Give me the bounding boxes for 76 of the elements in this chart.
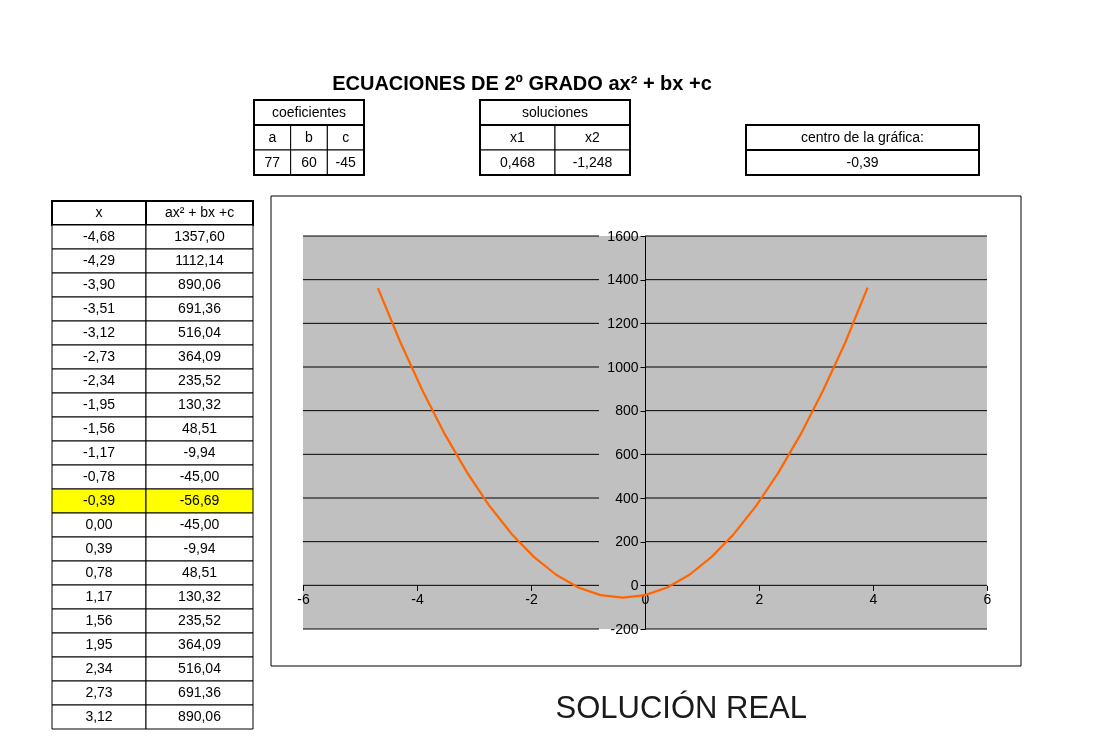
data-label: 691,36 [178,684,222,700]
data-label: -9,94 [183,540,216,556]
y-tick-label: 0,00 [85,516,113,532]
data-label: 364,09 [178,636,222,652]
data-label: 364,09 [178,348,222,364]
data-label: 516,04 [178,324,222,340]
y-tick-label: -4,68 [83,228,116,244]
data-label: 890,06 [178,276,222,292]
data-label: 60 [301,153,317,170]
y-tick-label: -200 [610,620,639,637]
data-label: 130,32 [178,396,222,412]
y-tick-label: 600 [615,445,639,462]
x-tick-label: 6 [983,590,992,607]
data-label: -45 [335,153,356,170]
data-label: 48,51 [181,420,218,436]
text: ECUACIONES DE 2º GRADO ax² + bx +c [332,72,712,94]
y-tick-label: 800 [615,402,639,419]
y-tick-label: 2,73 [85,684,113,700]
y-tick-label: 2,34 [85,660,113,676]
data-label: -56,69 [179,492,220,508]
data-label: 130,32 [178,588,222,604]
y-tick-label: -3,51 [83,300,116,316]
x-tick-label: -4 [411,590,424,607]
y-tick-label: -1,17 [83,444,116,460]
y-tick-label: 1,17 [85,588,113,604]
text: soluciones [521,103,589,120]
x-tick-label: -2 [525,590,538,607]
y-tick-label: 0,39 [85,540,113,556]
y-tick-label: 0,78 [85,564,113,580]
data-label: 691,36 [178,300,222,316]
y-tick-label: -3,90 [83,276,116,292]
data-label: 0,468 [499,153,536,170]
data-label: -9,94 [183,444,216,460]
category-label: x2 [585,128,601,145]
y-tick-label: 3,12 [85,708,113,724]
category-label: a [268,128,277,145]
y-tick-label: 1600 [607,227,639,244]
y-tick-label: -4,29 [83,252,116,268]
data-label: 48,51 [181,564,218,580]
data-label: -45,00 [179,516,220,532]
text: coeficientes [272,103,346,120]
y-tick-label: -2,73 [83,348,116,364]
data-label: 516,04 [178,660,222,676]
data-label: 77 [264,153,281,170]
data-label: -45,00 [179,468,220,484]
category-label: x1 [510,128,526,145]
data-label: 1357,60 [174,228,226,244]
category-label: c [342,128,350,145]
y-tick-label: 1000 [607,358,639,375]
y-tick-label: 1,56 [85,612,113,628]
text: SOLUCIÓN REAL [555,690,808,725]
data-label: 1112,14 [175,252,224,268]
y-tick-label: 200 [615,533,639,550]
y-tick-label: 1400 [607,271,639,288]
data-label: 235,52 [178,372,222,388]
y-tick-label: -1,56 [83,420,116,436]
x-tick-label: -6 [297,590,310,607]
x-tick-label: ax² + bx +c [164,204,235,220]
y-tick-label: 1,95 [85,636,113,652]
y-tick-label: -0,39 [83,492,116,508]
x-tick-label: 2 [755,590,764,607]
data-label: -0,39 [846,153,879,170]
category-label: b [305,128,314,145]
y-tick-label: 400 [615,489,639,506]
y-tick-label: -1,95 [83,396,116,412]
y-axis-title: x [95,204,103,220]
y-tick-label: 1200 [607,314,639,331]
y-tick-label: -3,12 [83,324,116,340]
y-tick-label: -0,78 [83,468,116,484]
x-tick-label: 4 [869,590,878,607]
y-tick-label: 0 [630,576,639,593]
data-label: -1,248 [572,153,613,170]
data-label: 890,06 [178,708,222,724]
y-tick-label: -2,34 [83,372,116,388]
data-label: 235,52 [178,612,222,628]
text: centro de la gráfica: [801,128,924,145]
